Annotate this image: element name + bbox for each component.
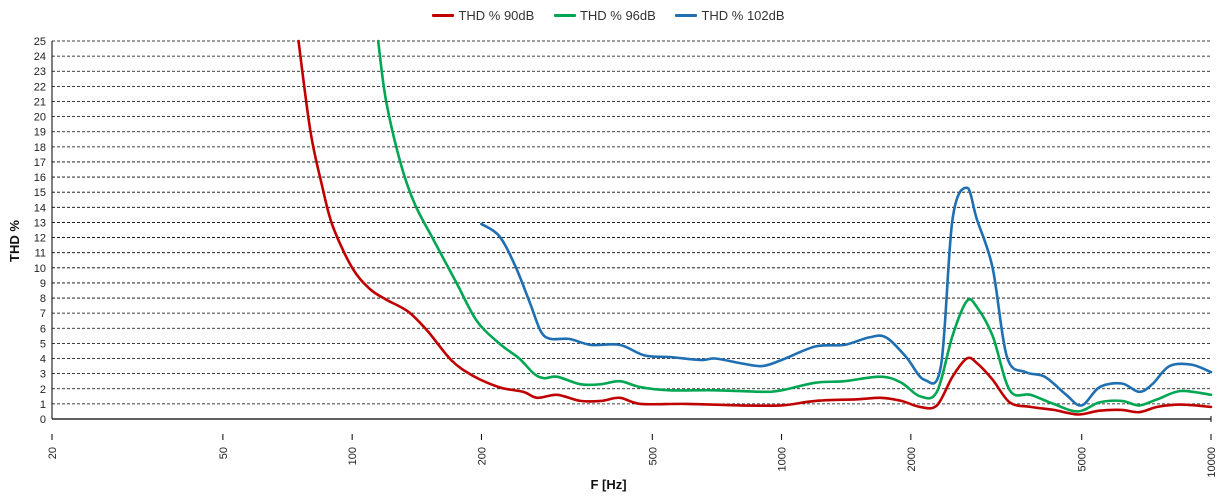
legend-item-90db[interactable]: THD % 90dB	[432, 7, 534, 23]
series-lines	[297, 39, 1213, 416]
legend-swatch-102db	[675, 13, 698, 17]
x-axis-title: F [Hz]	[590, 477, 627, 492]
y-tick-label: 18	[34, 142, 46, 154]
y-tick-label: 10	[34, 263, 46, 275]
x-tick-label: 200	[476, 447, 488, 465]
y-tick-label: 25	[34, 36, 46, 48]
y-tick-label: 12	[34, 233, 46, 245]
y-tick-label: 13	[34, 217, 46, 229]
x-tick-label: 2000	[906, 447, 918, 471]
y-tick-label: 2	[40, 384, 46, 396]
y-tick-label: 17	[34, 157, 46, 169]
y-tick-label: 0	[40, 414, 46, 426]
y-tick-label: 3	[40, 369, 46, 381]
y-tick-label: 6	[40, 323, 46, 335]
y-tick-label: 7	[40, 308, 46, 320]
y-tick-label: 21	[34, 96, 46, 108]
y-tick-label: 23	[34, 66, 46, 78]
legend-swatch-96db	[553, 13, 576, 17]
legend-label-90db: THD % 90dB	[458, 7, 535, 23]
x-tick-label: 1000	[777, 447, 789, 471]
y-tick-label: 14	[34, 202, 46, 214]
legend-item-96db[interactable]: THD % 96dB	[553, 7, 656, 23]
series-line-2	[480, 186, 1213, 407]
y-tick-label: 1	[40, 399, 46, 411]
x-tick-label: 50	[218, 447, 230, 459]
legend-swatch-90db	[432, 13, 455, 17]
legend: THD % 90dB THD % 96dB THD % 102dB	[0, 6, 1217, 23]
y-tick-labels: 0123456789101112131415161718192021222324…	[34, 36, 46, 426]
x-tick-label: 500	[647, 447, 659, 465]
x-tick-label: 100	[347, 447, 359, 465]
y-tick-label: 15	[34, 187, 46, 199]
axes	[51, 41, 1212, 440]
series-line-1	[376, 39, 1213, 413]
y-tick-label: 22	[34, 81, 46, 93]
x-tick-labels: 20 50 100 200 500 1000 2000 5000 10000	[47, 447, 1217, 478]
legend-label-96db: THD % 96dB	[579, 7, 656, 23]
y-tick-label: 11	[35, 248, 46, 260]
x-tick-label: 10000	[1206, 447, 1217, 478]
y-tick-label: 19	[34, 127, 46, 139]
y-tick-label: 5	[40, 338, 46, 350]
legend-label-102db: THD % 102dB	[701, 7, 785, 23]
y-tick-label: 20	[34, 112, 46, 124]
y-tick-label: 4	[40, 354, 46, 366]
y-tick-label: 24	[34, 51, 46, 63]
y-tick-label: 8	[40, 293, 46, 305]
legend-item-102db[interactable]: THD % 102dB	[675, 7, 785, 23]
y-tick-label: 9	[40, 278, 46, 290]
grid-lines	[52, 40, 1211, 405]
x-tick-label: 20	[47, 447, 59, 459]
series-line-0	[297, 39, 1213, 416]
y-tick-label: 16	[34, 172, 46, 184]
x-tick-label: 5000	[1077, 447, 1089, 471]
